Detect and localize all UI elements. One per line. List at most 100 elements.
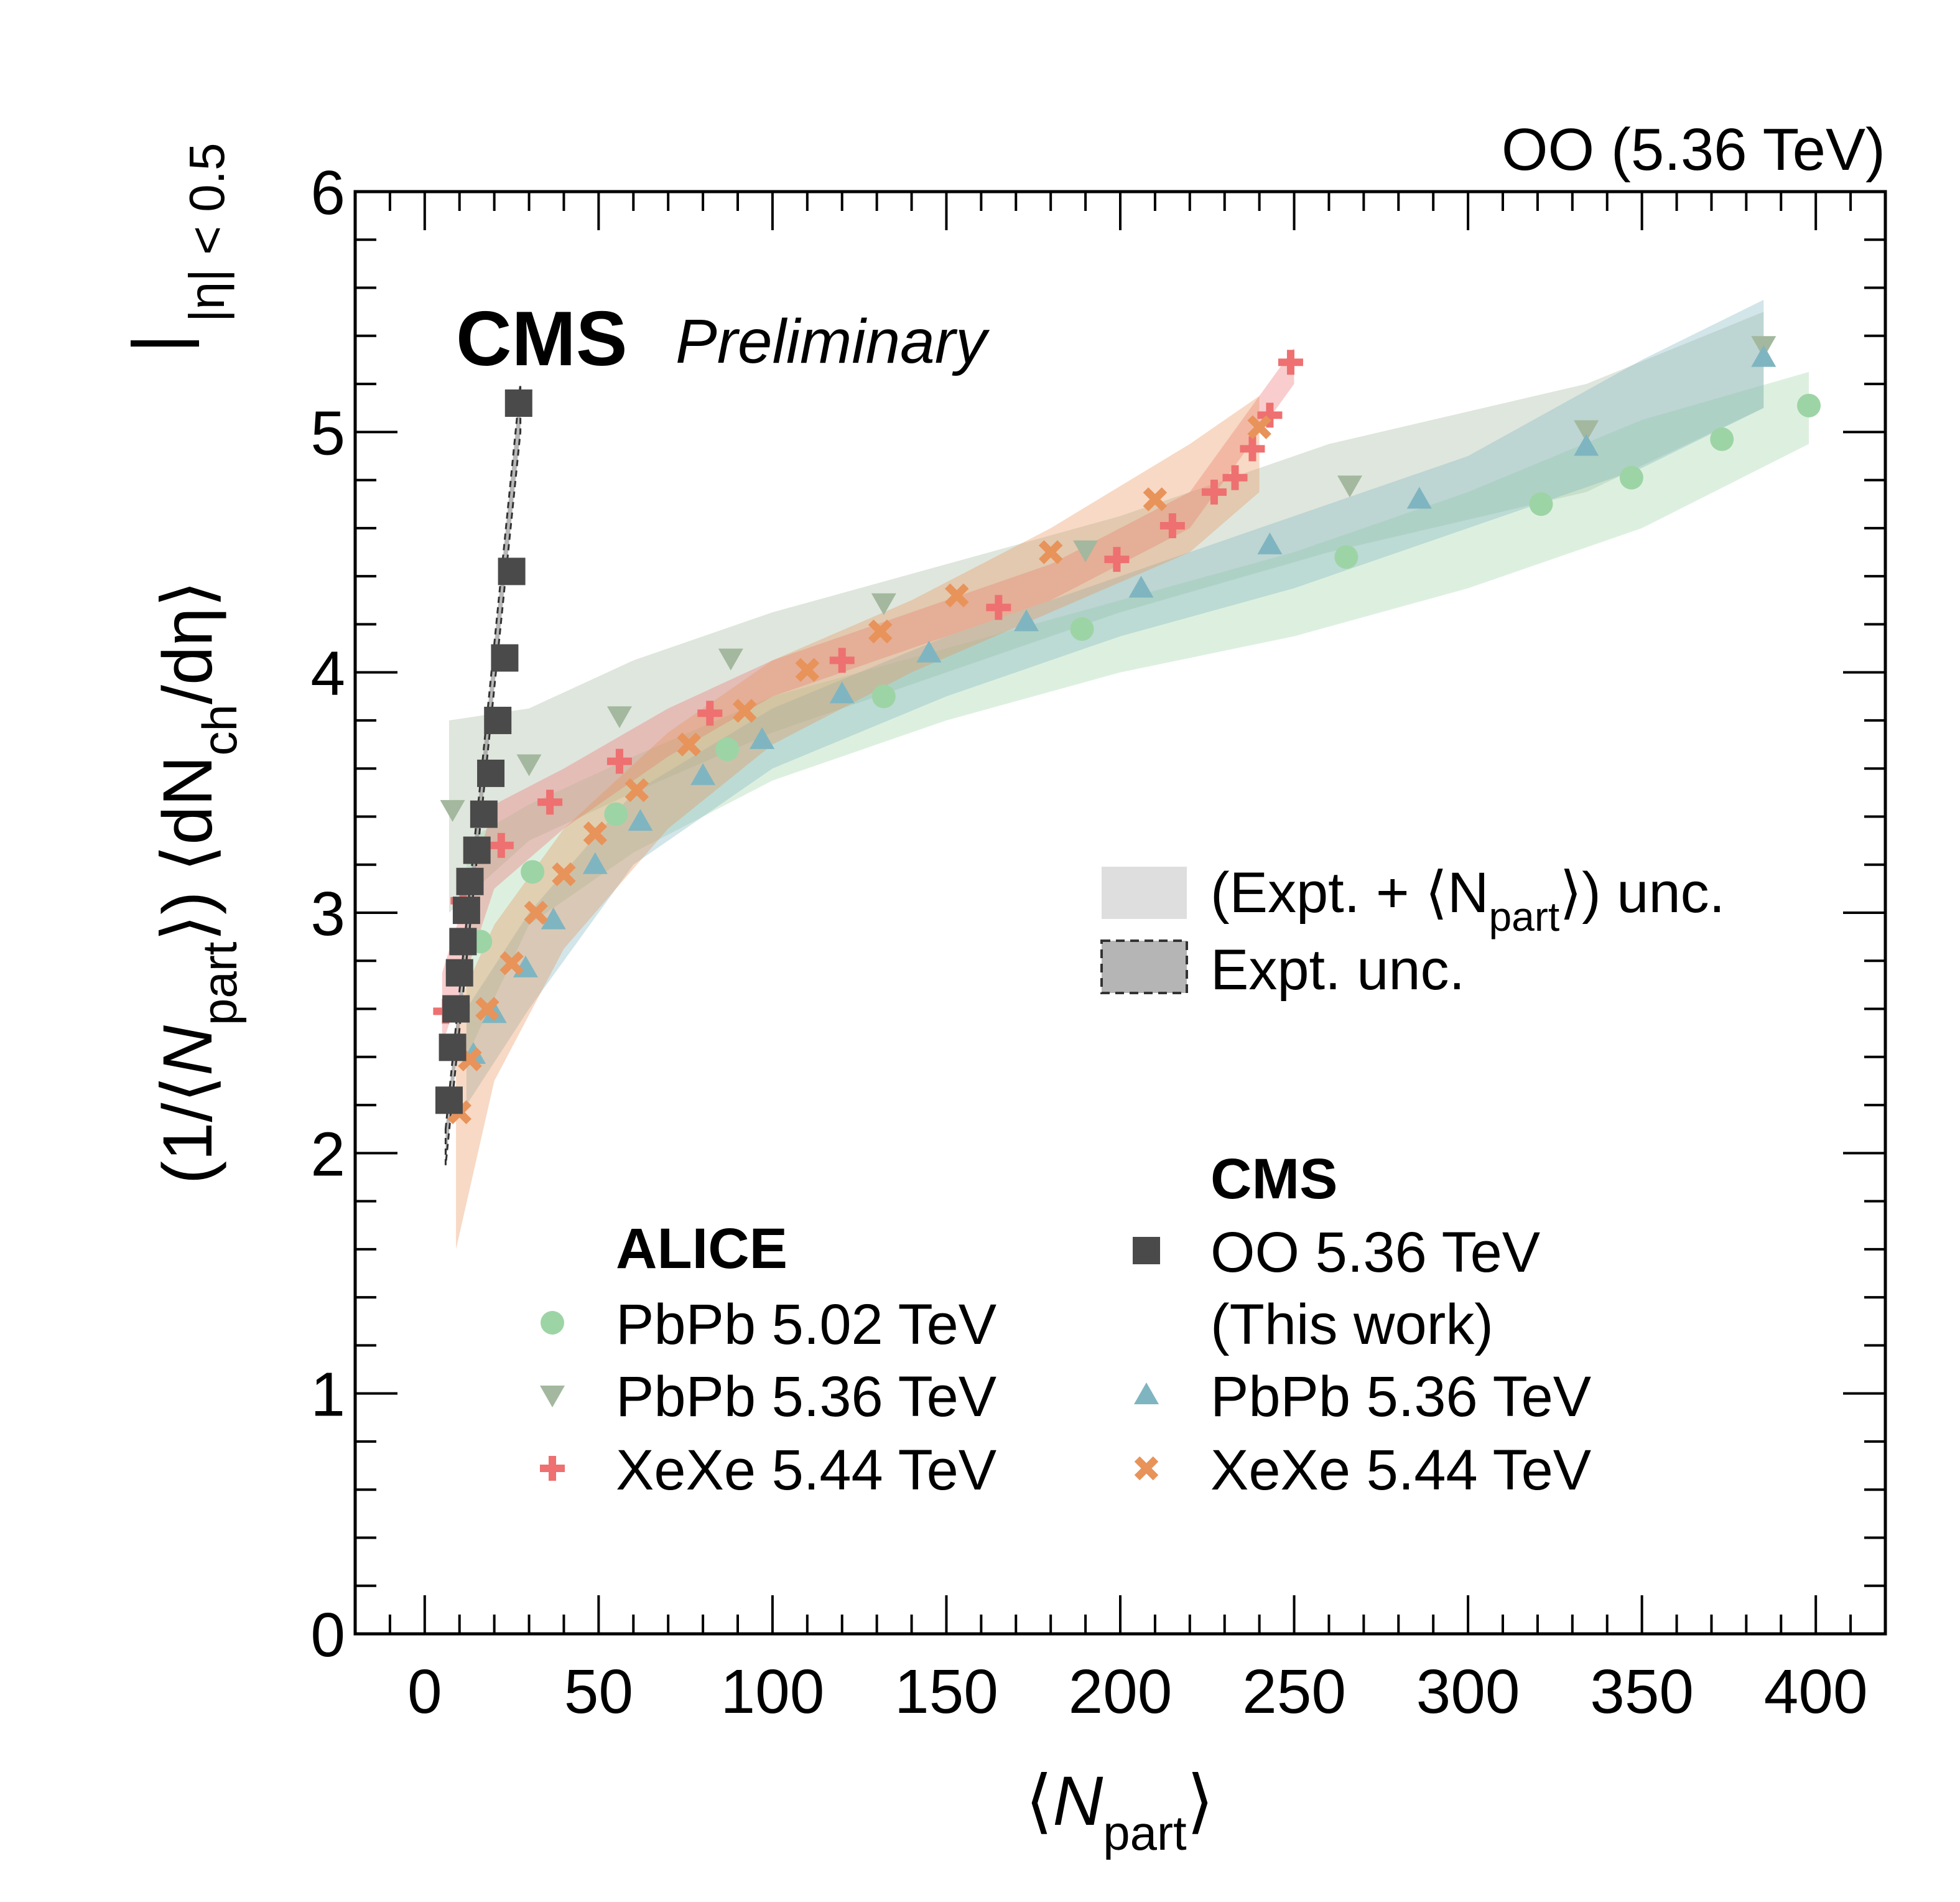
point-circle — [1334, 545, 1359, 569]
point-x-b — [1038, 540, 1063, 564]
x-axis-title: ⟨Npart⟩ — [1026, 1762, 1214, 1860]
y-tick-label: 2 — [310, 1119, 345, 1189]
point-x — [868, 619, 893, 644]
legend-cms-thiswork: (This work) — [1210, 1293, 1493, 1356]
point-triangle-down — [606, 706, 632, 729]
point-circle — [715, 737, 740, 762]
point-plus-v — [1113, 547, 1121, 572]
y-title-mid: ⟩) ⟨dN — [149, 756, 226, 942]
point-square — [435, 1086, 463, 1114]
point-plus-v — [1231, 465, 1239, 490]
point-x — [1143, 487, 1168, 511]
point-x-b — [499, 951, 524, 976]
x-tick-label: 0 — [407, 1657, 442, 1727]
point-square — [498, 557, 526, 585]
point-triangle-up — [1257, 532, 1283, 554]
point-x-b — [475, 997, 499, 1021]
x-title-var: N — [1052, 1762, 1103, 1840]
point-square — [477, 759, 505, 787]
point-triangle-down — [1574, 420, 1599, 442]
legend-marker-alice-pbpb502 — [541, 1311, 564, 1335]
band-cms-pbpb-5-36-tev — [466, 299, 1764, 1106]
legend-marker-alice-xexe544-v — [549, 1456, 556, 1481]
x-tick-label: 50 — [564, 1657, 633, 1727]
point-x — [1247, 415, 1271, 439]
point-plus-v — [1248, 436, 1256, 462]
point-triangle-down — [1073, 540, 1098, 562]
legend-cms-oo536: OO 5.36 TeV — [1210, 1221, 1540, 1284]
point-circle — [1070, 617, 1094, 641]
legend-unc-total-swatch — [1102, 867, 1187, 919]
svg-text:(1/⟨Npart⟩) ⟨dNch/dη⟩: (1/⟨Npart⟩) ⟨dNch/dη⟩ — [149, 580, 247, 1184]
point-x — [732, 699, 757, 723]
legend-unc-expt-swatch — [1100, 939, 1188, 994]
point-square — [445, 959, 473, 987]
point-x — [625, 778, 649, 803]
legend-alice-pbpb502: PbPb 5.02 TeV — [616, 1293, 996, 1356]
band-alice-pbpb-5-02-tev — [466, 371, 1809, 1057]
legend-marker-cms-pbpb536 — [1134, 1382, 1159, 1404]
point-circle — [604, 802, 628, 826]
point-x-b — [868, 619, 893, 644]
point-triangle-down — [871, 593, 896, 615]
y-tick-label: 6 — [310, 158, 345, 228]
point-plus-v — [1210, 479, 1218, 505]
point-triangle-up — [1406, 487, 1432, 509]
point-square — [484, 706, 512, 734]
y-title-var: N — [149, 1025, 226, 1076]
point-square — [439, 1033, 467, 1061]
point-x-b — [795, 658, 820, 683]
legend-alice-pbpb536: PbPb 5.36 TeV — [616, 1365, 996, 1429]
y-title-sub: part — [192, 941, 247, 1025]
point-x — [499, 951, 524, 976]
y-title-end: /dη⟩ — [149, 580, 226, 704]
x-tick-label: 100 — [720, 1657, 824, 1727]
y-axis-title: (1/⟨Npart⟩) ⟨dNch/dη⟩ |η| < 0.5 — [131, 143, 247, 1184]
y-tick-label: 4 — [310, 639, 345, 709]
point-plus — [537, 790, 563, 815]
point-circle — [1797, 393, 1821, 417]
point-x-b — [625, 778, 649, 803]
x-title-sub: part — [1103, 1806, 1187, 1860]
y-title-prefix: (1/⟨ — [149, 1076, 226, 1184]
legend-unc-total-main: (Expt. + ⟨N — [1210, 861, 1489, 925]
point-triangle-up — [1128, 576, 1154, 598]
legend-unc-expt: Expt. unc. — [1210, 938, 1465, 1002]
point-plus — [488, 832, 514, 858]
point-triangle-up — [1574, 434, 1599, 456]
point-plus-v — [838, 648, 846, 673]
point-triangle-down — [516, 754, 542, 776]
y-title-cut: |η| < 0.5 — [179, 143, 235, 322]
y-tick-label: 5 — [310, 398, 345, 468]
point-triangle-up — [916, 640, 942, 663]
legend-unc-total: (Expt. + ⟨Npart⟩) unc. — [1210, 861, 1725, 939]
point-triangle-up — [829, 681, 855, 704]
point-circle — [1619, 465, 1643, 490]
legend-marker-alice-xexe544 — [540, 1456, 565, 1481]
x-tick-label: 200 — [1069, 1657, 1173, 1727]
axis-ticks — [354, 190, 1887, 1635]
point-plus — [1159, 513, 1185, 539]
point-plus-v — [615, 748, 623, 774]
point-plus — [986, 595, 1011, 620]
point-plus-v — [497, 832, 505, 858]
point-plus — [829, 648, 855, 673]
x-title-close: ⟩ — [1187, 1762, 1214, 1840]
point-plus-v — [546, 790, 554, 815]
y-title-sub2: ch — [192, 704, 247, 755]
legend-unc-total-sub: part — [1489, 893, 1559, 939]
x-tick-label: 250 — [1242, 1657, 1346, 1727]
point-x-b — [677, 732, 701, 757]
point-triangle-up — [541, 907, 566, 930]
point-x-b — [1143, 487, 1168, 511]
point-plus-v — [1168, 513, 1176, 539]
point-plus — [697, 701, 723, 726]
point-x-b — [524, 900, 548, 925]
point-triangle-down — [718, 648, 743, 671]
y-tick-label: 3 — [310, 879, 345, 949]
point-x — [944, 583, 969, 608]
point-x — [552, 862, 576, 887]
cms-label: CMS — [456, 296, 628, 382]
